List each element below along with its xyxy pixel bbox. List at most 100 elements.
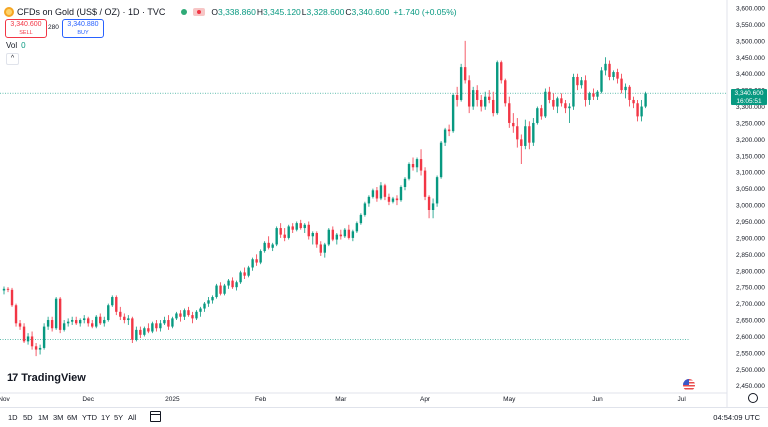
price-axis-tick-label: 3,550.000 (736, 22, 765, 29)
candle-body (6, 288, 10, 290)
candle (159, 320, 162, 332)
symbol-title[interactable]: CFDs on Gold (US$ / OZ) · 1D · TVC (17, 7, 166, 17)
candle (415, 157, 419, 173)
candle-body (624, 86, 627, 91)
candle-body (516, 126, 519, 140)
candle-body (139, 329, 142, 335)
candle (99, 313, 102, 325)
candle-body (475, 90, 479, 100)
collapse-legend-button[interactable]: ^ (6, 53, 19, 65)
price-axis-tick-label: 3,200.000 (736, 137, 765, 144)
buy-price: 3,340.880 (67, 21, 99, 28)
candle-body (323, 244, 326, 253)
candle (592, 88, 595, 100)
candle (311, 231, 314, 245)
candle-body (255, 259, 258, 263)
range-1d-button[interactable]: 1D (8, 413, 18, 422)
candle-body (107, 305, 110, 321)
candle-body (463, 67, 467, 81)
range-ytd-button[interactable]: YTD (82, 413, 97, 422)
candle (512, 113, 515, 133)
volume-legend[interactable]: Vol 0 (6, 41, 26, 50)
candle-body (403, 178, 407, 188)
price-axis-tick-label: 2,600.000 (736, 334, 765, 341)
candle (34, 343, 38, 357)
candle-body (459, 67, 463, 100)
candle (211, 295, 214, 304)
candlestick-series (2, 40, 647, 357)
candle-body (99, 316, 102, 324)
gold-symbol-icon (4, 7, 14, 17)
time-axis[interactable]: Nov Dec 2025 Feb Mar Apr May Jun Jul (0, 396, 686, 403)
candle (471, 86, 475, 110)
candle-body (103, 320, 106, 324)
range-5y-button[interactable]: 5Y (114, 413, 124, 422)
candle (191, 311, 194, 324)
candle-body (62, 323, 66, 330)
chart-legend: CFDs on Gold (US$ / OZ) · 1D · TVC O 3,33… (2, 5, 457, 19)
range-all-button[interactable]: All (128, 413, 137, 422)
sell-button[interactable]: 3,340.600 SELL (5, 19, 47, 38)
candle-body (371, 190, 375, 197)
candle-body (572, 76, 575, 107)
timezone-clock[interactable]: 04:54:09 UTC (713, 413, 760, 422)
range-5d-button[interactable]: 5D (23, 413, 33, 422)
candle-body (496, 62, 499, 114)
candle-body (123, 316, 126, 321)
candle-body (592, 93, 595, 97)
candle-body (311, 232, 314, 237)
candle (363, 201, 367, 217)
candle (596, 90, 599, 100)
buy-button[interactable]: 3,340.880 BUY (62, 19, 104, 38)
candle-body (467, 80, 471, 107)
candle (127, 315, 130, 325)
ohlc-close-key: C (345, 7, 352, 17)
candle-body (540, 108, 543, 117)
countdown-label: 16:05:51 (736, 98, 762, 105)
candle-body (508, 103, 511, 123)
ohlc-high-key: H (256, 7, 263, 17)
candle (279, 223, 282, 238)
range-6m-button[interactable]: 6M (67, 413, 78, 422)
candle-body (544, 91, 547, 117)
candle-body (151, 323, 154, 332)
candle (524, 119, 527, 150)
candle-body (335, 234, 339, 240)
candle (475, 85, 479, 107)
candle-body (479, 99, 483, 107)
calendar-icon[interactable] (150, 411, 161, 422)
price-axis[interactable]: 3,600.000 3,550.000 3,500.000 3,450.000 3,40… (736, 6, 765, 391)
candle (259, 249, 262, 265)
candle-body (359, 214, 363, 224)
candle-body (131, 318, 134, 340)
time-axis-tick-label: 2025 (165, 396, 180, 403)
range-3m-button[interactable]: 3M (53, 413, 64, 422)
candle-body (271, 244, 274, 248)
candle (335, 232, 339, 245)
candle-body (279, 228, 282, 235)
candle (299, 219, 302, 230)
candle (287, 224, 290, 240)
candle (624, 83, 627, 99)
candle-body (147, 328, 150, 332)
price-axis-tick-label: 2,950.000 (736, 219, 765, 226)
candle (255, 254, 258, 266)
us-session-icon[interactable] (683, 379, 695, 391)
candle (640, 99, 643, 122)
candle-body (399, 187, 403, 201)
candle (291, 223, 294, 233)
candle (628, 85, 631, 107)
candle-body (299, 223, 302, 229)
range-1y-button[interactable]: 1Y (101, 413, 111, 422)
candle-body (564, 103, 567, 109)
candle (263, 241, 266, 253)
range-1m-button[interactable]: 1M (38, 413, 49, 422)
ohlc-high-value: 3,345.120 (262, 7, 301, 17)
candle-body (175, 313, 178, 319)
candle-body (584, 80, 587, 100)
tradingview-logo[interactable]: 17 TradingView (7, 372, 86, 384)
flag-icon[interactable] (193, 8, 206, 16)
settings-icon[interactable] (748, 393, 758, 403)
candle-body (524, 126, 527, 146)
